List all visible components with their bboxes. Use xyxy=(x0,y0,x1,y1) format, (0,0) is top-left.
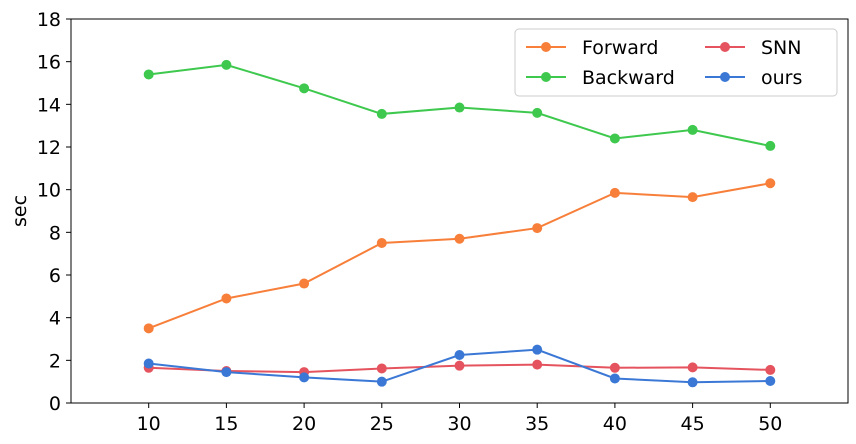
y-tick-label-4: 4 xyxy=(49,308,61,330)
data-point-ours-10 xyxy=(143,358,154,369)
series-line-forward xyxy=(148,182,771,330)
legend-box xyxy=(514,28,838,97)
x-tick-label-20: 20 xyxy=(292,413,316,435)
data-point-snn-50 xyxy=(765,364,776,375)
data-point-backward-15 xyxy=(221,59,232,70)
data-point-snn-35 xyxy=(532,359,543,370)
axes-layer: 10 15 20 25 30 35 40 45 50 0 2 4 6 8 10 12 14 16 18 xyxy=(37,9,849,435)
x-tick-label-25: 25 xyxy=(370,413,394,435)
legend-label-forward: Forward xyxy=(582,37,658,59)
y-tick-label-16: 16 xyxy=(37,52,61,74)
data-point-forward-40 xyxy=(609,187,620,198)
legend-label-snn: SNN xyxy=(761,37,802,59)
y-tick-label-10: 10 xyxy=(37,180,61,202)
y-tick-label-12: 12 xyxy=(37,137,61,159)
legend-label-ours: ours xyxy=(761,67,802,89)
data-point-forward-35 xyxy=(532,223,543,234)
data-point-ours-40 xyxy=(609,373,620,384)
data-point-ours-15 xyxy=(221,367,232,378)
data-point-snn-30 xyxy=(454,360,465,371)
y-tick-label-18: 18 xyxy=(37,9,61,31)
y-axis-label: sec xyxy=(9,195,31,227)
data-point-forward-20 xyxy=(299,278,310,289)
legend-marker-ours xyxy=(720,72,730,82)
data-point-backward-35 xyxy=(532,107,543,118)
data-point-backward-10 xyxy=(143,69,154,80)
x-tick-label-45: 45 xyxy=(681,413,705,435)
data-point-snn-40 xyxy=(609,362,620,373)
data-point-ours-30 xyxy=(454,350,465,360)
data-point-forward-45 xyxy=(687,192,698,203)
y-tick-label-6: 6 xyxy=(49,265,61,287)
y-tick-label-2: 2 xyxy=(49,350,61,372)
data-point-backward-25 xyxy=(376,108,387,119)
data-point-backward-30 xyxy=(454,102,465,113)
data-point-ours-35 xyxy=(532,344,543,355)
x-tick-label-40: 40 xyxy=(603,413,627,435)
data-point-backward-50 xyxy=(765,140,776,151)
data-point-forward-10 xyxy=(143,323,154,334)
legend-marker-forward xyxy=(541,42,551,52)
y-tick-label-14: 14 xyxy=(37,94,61,116)
data-point-forward-25 xyxy=(376,238,387,248)
x-tick-label-10: 10 xyxy=(137,413,161,435)
legend: Forward Backward SNN ours xyxy=(514,28,838,97)
data-point-ours-50 xyxy=(765,376,776,387)
data-point-ours-20 xyxy=(299,372,310,383)
data-point-forward-50 xyxy=(765,178,776,189)
legend-marker-snn xyxy=(720,42,730,52)
data-point-forward-30 xyxy=(454,233,465,244)
data-point-ours-45 xyxy=(687,377,698,388)
x-tick-label-50: 50 xyxy=(758,413,782,435)
data-point-ours-25 xyxy=(376,376,387,387)
y-tick-label-0: 0 xyxy=(49,393,61,415)
y-tick-label-8: 8 xyxy=(49,222,61,244)
data-point-backward-40 xyxy=(609,133,620,144)
data-point-snn-45 xyxy=(687,362,698,373)
data-point-snn-25 xyxy=(376,363,387,374)
x-tick-label-30: 30 xyxy=(447,413,471,435)
series-layer xyxy=(143,59,776,388)
data-point-forward-15 xyxy=(221,293,232,304)
x-tick-label-35: 35 xyxy=(525,413,549,435)
legend-label-backward: Backward xyxy=(582,67,675,89)
legend-marker-backward xyxy=(541,72,551,82)
data-point-backward-45 xyxy=(687,124,698,135)
data-point-backward-20 xyxy=(299,83,310,94)
x-tick-label-15: 15 xyxy=(214,413,238,435)
